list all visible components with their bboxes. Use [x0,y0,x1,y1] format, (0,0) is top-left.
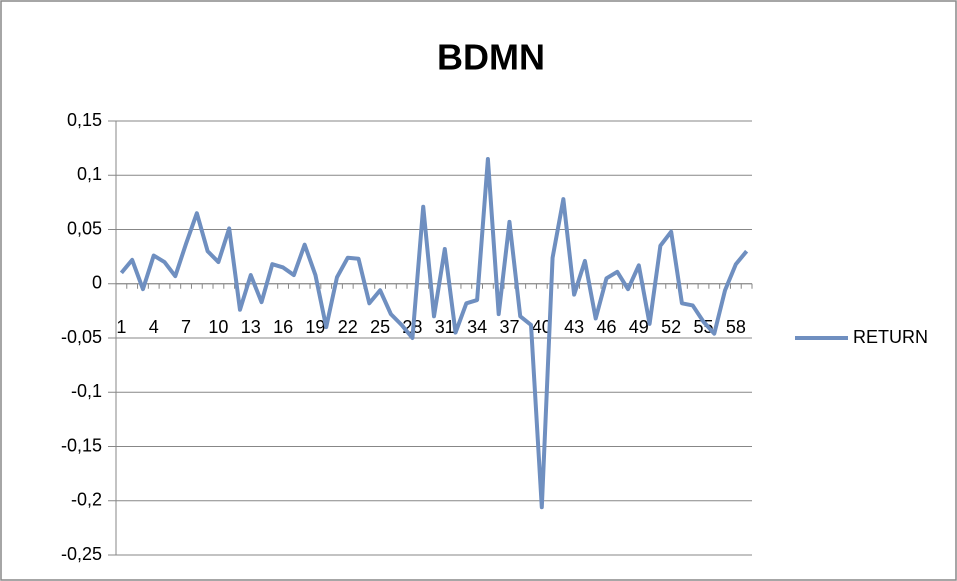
x-tick-label: 10 [208,317,228,337]
y-tick-label: 0,1 [77,164,102,184]
x-tick-label: 7 [181,317,191,337]
x-tick-label: 31 [435,317,455,337]
x-tick-label: 37 [499,317,519,337]
x-tick-label: 25 [370,317,390,337]
x-tick-label: 55 [693,317,713,337]
y-tick-label: -0,15 [61,435,102,455]
x-tick-label: 46 [596,317,616,337]
y-tick-label: -0,25 [61,544,102,564]
x-tick-label: 40 [532,317,552,337]
x-tick-label: 16 [273,317,293,337]
y-tick-label: 0 [92,273,102,293]
data-line [119,156,749,510]
x-tick-label: 19 [305,317,325,337]
x-tick-label: 34 [467,317,487,337]
x-tick-label: 49 [629,317,649,337]
x-tick-label: 1 [116,317,126,337]
x-tick-label: 13 [241,317,261,337]
x-tick-label: 58 [726,317,746,337]
legend-label: RETURN [853,327,928,347]
y-tick-label: 0,15 [67,110,102,130]
x-tick-label: 22 [338,317,358,337]
y-tick-label: -0,2 [71,490,102,510]
y-tick-label: -0,05 [61,327,102,347]
y-tick-label: -0,1 [71,381,102,401]
chart-title: BDMN [437,37,545,78]
x-tick-label: 4 [149,317,159,337]
x-tick-label: 43 [564,317,584,337]
x-tick-label: 52 [661,317,681,337]
y-tick-label: 0,05 [67,218,102,238]
